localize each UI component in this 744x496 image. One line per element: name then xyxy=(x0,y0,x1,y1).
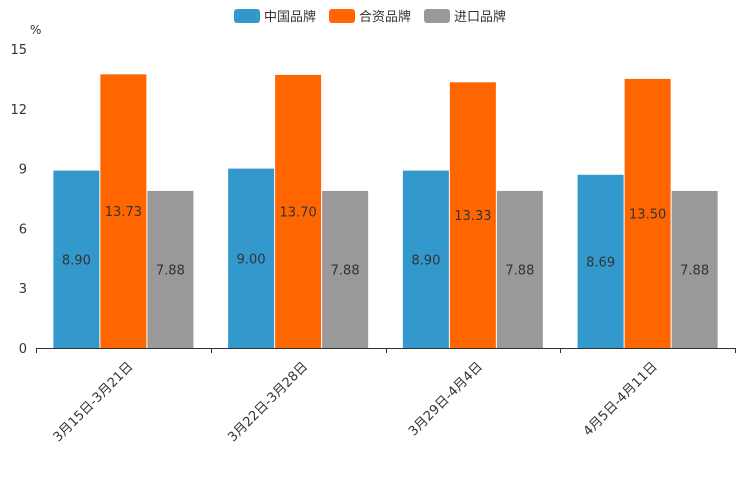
data-label-0-0: 8.90 xyxy=(62,253,91,268)
x-axis: 3月15日-3月21日 3月22日-3月28日 3月29日-4月4日 4月5日-4月1… xyxy=(36,348,736,445)
data-label-2-3: 7.88 xyxy=(680,263,709,278)
y-tick-label: 9 xyxy=(19,163,27,178)
y-tick-label: 3 xyxy=(19,282,27,297)
legend-swatch xyxy=(424,9,450,23)
bar-2-0 xyxy=(147,190,194,348)
bars xyxy=(53,74,718,349)
y-axis-unit: % xyxy=(30,23,41,37)
bar-0-0 xyxy=(53,170,100,348)
bar-1-0 xyxy=(100,74,147,348)
data-label-0-1: 9.00 xyxy=(237,252,266,267)
y-axis: % 0 3 6 9 12 15 xyxy=(10,23,41,357)
legend-item-2: 进口品牌 xyxy=(424,9,506,25)
legend-label: 中国品牌 xyxy=(264,9,316,25)
x-tick-label: 4月5日-4月11日 xyxy=(581,359,661,439)
bar-1-1 xyxy=(275,74,322,348)
y-tick-label: 0 xyxy=(19,342,27,357)
data-label-2-2: 7.88 xyxy=(505,263,534,278)
bar-1-3 xyxy=(624,78,671,349)
data-label-1-2: 13.33 xyxy=(454,209,491,224)
legend-swatch xyxy=(234,9,260,23)
legend-label: 合资品牌 xyxy=(359,9,411,25)
bar-2-1 xyxy=(322,190,369,348)
legend: 中国品牌 合资品牌 进口品牌 xyxy=(234,9,506,25)
data-labels: 8.90 13.73 7.88 9.00 13.70 7.88 8.90 13.33 7.88 8… xyxy=(62,205,709,278)
x-tick-label: 3月29日-4月4日 xyxy=(406,359,486,439)
data-label-2-1: 7.88 xyxy=(331,263,360,278)
y-tick-label: 15 xyxy=(10,43,27,58)
x-tick-label: 3月22日-3月28日 xyxy=(225,359,311,445)
bar-2-3 xyxy=(671,190,718,348)
y-tick-label: 6 xyxy=(19,222,27,237)
legend-item-1: 合资品牌 xyxy=(329,9,411,25)
data-label-0-2: 8.90 xyxy=(411,253,440,268)
legend-swatch xyxy=(329,9,355,23)
x-tick-label: 3月15日-3月21日 xyxy=(51,359,137,445)
legend-item-0: 中国品牌 xyxy=(234,9,316,25)
bar-2-2 xyxy=(496,190,543,348)
data-label-0-3: 8.69 xyxy=(586,255,615,270)
legend-label: 进口品牌 xyxy=(454,9,506,25)
data-label-1-0: 13.73 xyxy=(105,205,142,220)
bar-0-2 xyxy=(402,170,449,348)
bar-1-2 xyxy=(449,82,496,348)
data-label-1-1: 13.70 xyxy=(280,205,317,220)
data-label-2-0: 7.88 xyxy=(156,263,185,278)
bar-0-1 xyxy=(228,168,275,348)
data-label-1-3: 13.50 xyxy=(629,207,666,222)
y-tick-label: 12 xyxy=(10,103,27,118)
bar-0-3 xyxy=(577,174,624,348)
